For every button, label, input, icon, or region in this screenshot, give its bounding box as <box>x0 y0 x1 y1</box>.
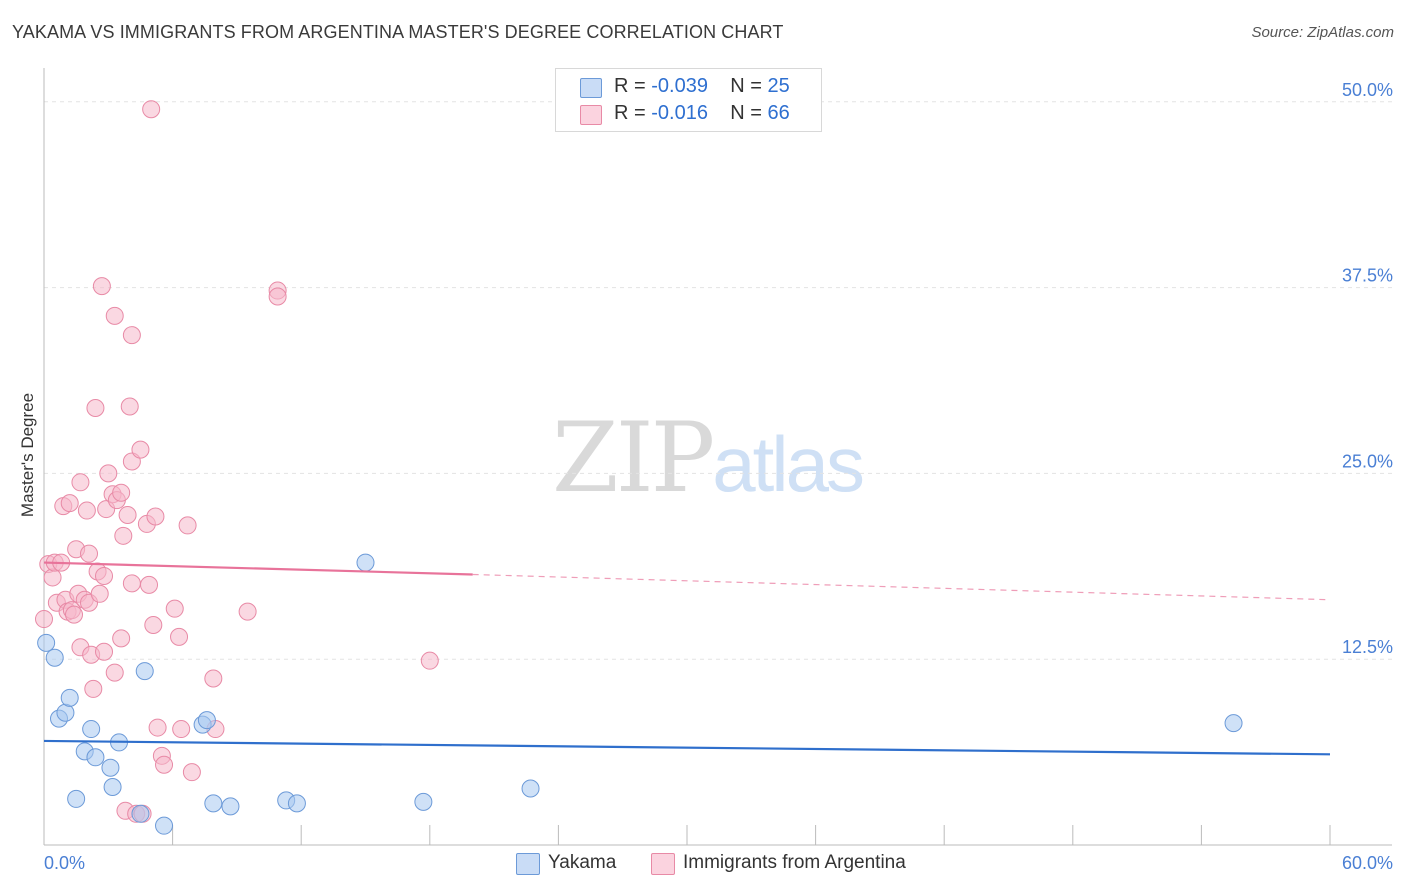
point-argentina <box>178 516 197 535</box>
point-argentina <box>105 306 124 325</box>
trend-lines <box>43 561 1331 756</box>
point-yakama <box>221 797 240 816</box>
point-argentina <box>114 526 133 545</box>
point-argentina <box>155 755 174 774</box>
point-argentina <box>95 642 114 661</box>
stats-r-value: -0.016 <box>651 102 708 124</box>
point-yakama <box>287 794 306 813</box>
point-yakama <box>356 553 375 572</box>
stats-n-value: 25 <box>767 75 790 97</box>
point-argentina <box>172 720 191 739</box>
stats-r-label: R = <box>614 75 646 97</box>
point-argentina <box>170 627 189 646</box>
legend-swatch-argentina <box>651 853 675 875</box>
legend-label-argentina: Immigrants from Argentina <box>683 852 906 873</box>
stats-swatch-yakama <box>580 78 602 98</box>
point-argentina <box>238 602 257 621</box>
point-yakama <box>86 748 105 767</box>
point-argentina <box>140 575 159 594</box>
point-argentina <box>35 610 53 629</box>
point-argentina <box>60 494 79 513</box>
point-yakama <box>414 792 433 811</box>
legend-label-yakama: Yakama <box>548 852 617 873</box>
point-argentina <box>144 616 163 635</box>
point-argentina <box>268 287 287 306</box>
grid-lines <box>44 101 1392 660</box>
point-argentina <box>122 326 141 345</box>
point-argentina <box>43 568 62 587</box>
stats-swatch-argentina <box>580 105 602 125</box>
point-yakama <box>204 794 223 813</box>
point-argentina <box>86 398 105 417</box>
point-argentina <box>122 574 141 593</box>
point-argentina <box>420 651 439 670</box>
point-argentina <box>204 669 223 688</box>
point-yakama <box>67 789 86 808</box>
stats-r-label: R = <box>614 102 646 124</box>
point-argentina <box>131 440 150 459</box>
point-yakama <box>45 648 64 667</box>
trend-line-argentina <box>43 561 473 576</box>
y-tick-label: 37.5% <box>1342 266 1393 286</box>
stats-n-value: 66 <box>767 102 790 124</box>
point-argentina <box>92 277 111 296</box>
point-yakama <box>101 758 120 777</box>
point-yakama <box>521 779 540 798</box>
tick-labels: 12.5% 25.0% 37.5% 50.0% 0.0% 60.0% <box>44 80 1393 873</box>
point-argentina <box>84 679 103 698</box>
point-yakama <box>197 711 216 730</box>
trend-line-yakama <box>43 739 1331 756</box>
source-label: Source: ZipAtlas.com <box>1251 24 1394 41</box>
point-argentina <box>77 501 96 520</box>
point-yakama <box>103 778 122 797</box>
point-argentina <box>99 464 118 483</box>
watermark: ZIPatlas <box>552 402 865 514</box>
stats-n-label: N = <box>730 75 762 97</box>
point-argentina <box>80 544 99 563</box>
point-yakama <box>135 662 154 681</box>
stats-box: R = -0.039 N = 25 R = -0.016 N = 66 <box>555 68 822 132</box>
point-yakama <box>82 720 101 739</box>
watermark-zip: ZIP <box>552 402 715 514</box>
point-yakama <box>56 703 75 722</box>
y-tick-label: 25.0% <box>1342 451 1393 471</box>
point-yakama <box>1224 714 1243 733</box>
data-points <box>35 100 1243 835</box>
point-argentina <box>65 605 84 624</box>
point-yakama <box>60 688 79 707</box>
point-argentina <box>142 100 161 119</box>
point-argentina <box>112 629 131 648</box>
point-argentina <box>118 506 137 525</box>
x-tick-label: 60.0% <box>1342 853 1393 873</box>
point-yakama <box>131 804 150 823</box>
stats-n-label: N = <box>730 102 762 124</box>
chart-title: YAKAMA VS IMMIGRANTS FROM ARGENTINA MAST… <box>12 22 784 42</box>
point-argentina <box>90 584 109 603</box>
legend-swatch-yakama <box>516 853 540 875</box>
x-tick-label: 0.0% <box>44 853 85 873</box>
watermark-atlas: atlas <box>712 420 865 508</box>
point-argentina <box>182 763 201 782</box>
axes <box>43 68 1392 846</box>
point-argentina <box>105 663 124 682</box>
y-tick-label: 50.0% <box>1342 80 1393 100</box>
point-argentina <box>120 397 139 416</box>
point-yakama <box>37 633 56 652</box>
stats-r-value: -0.039 <box>651 75 708 97</box>
point-argentina <box>165 599 184 618</box>
point-yakama <box>155 816 174 835</box>
point-argentina <box>148 718 167 737</box>
trend-line-argentina-extension <box>472 573 1331 601</box>
point-argentina <box>112 483 131 502</box>
point-argentina <box>71 473 90 492</box>
y-tick-label: 12.5% <box>1342 637 1393 657</box>
point-argentina <box>95 566 114 585</box>
point-argentina <box>146 507 165 526</box>
